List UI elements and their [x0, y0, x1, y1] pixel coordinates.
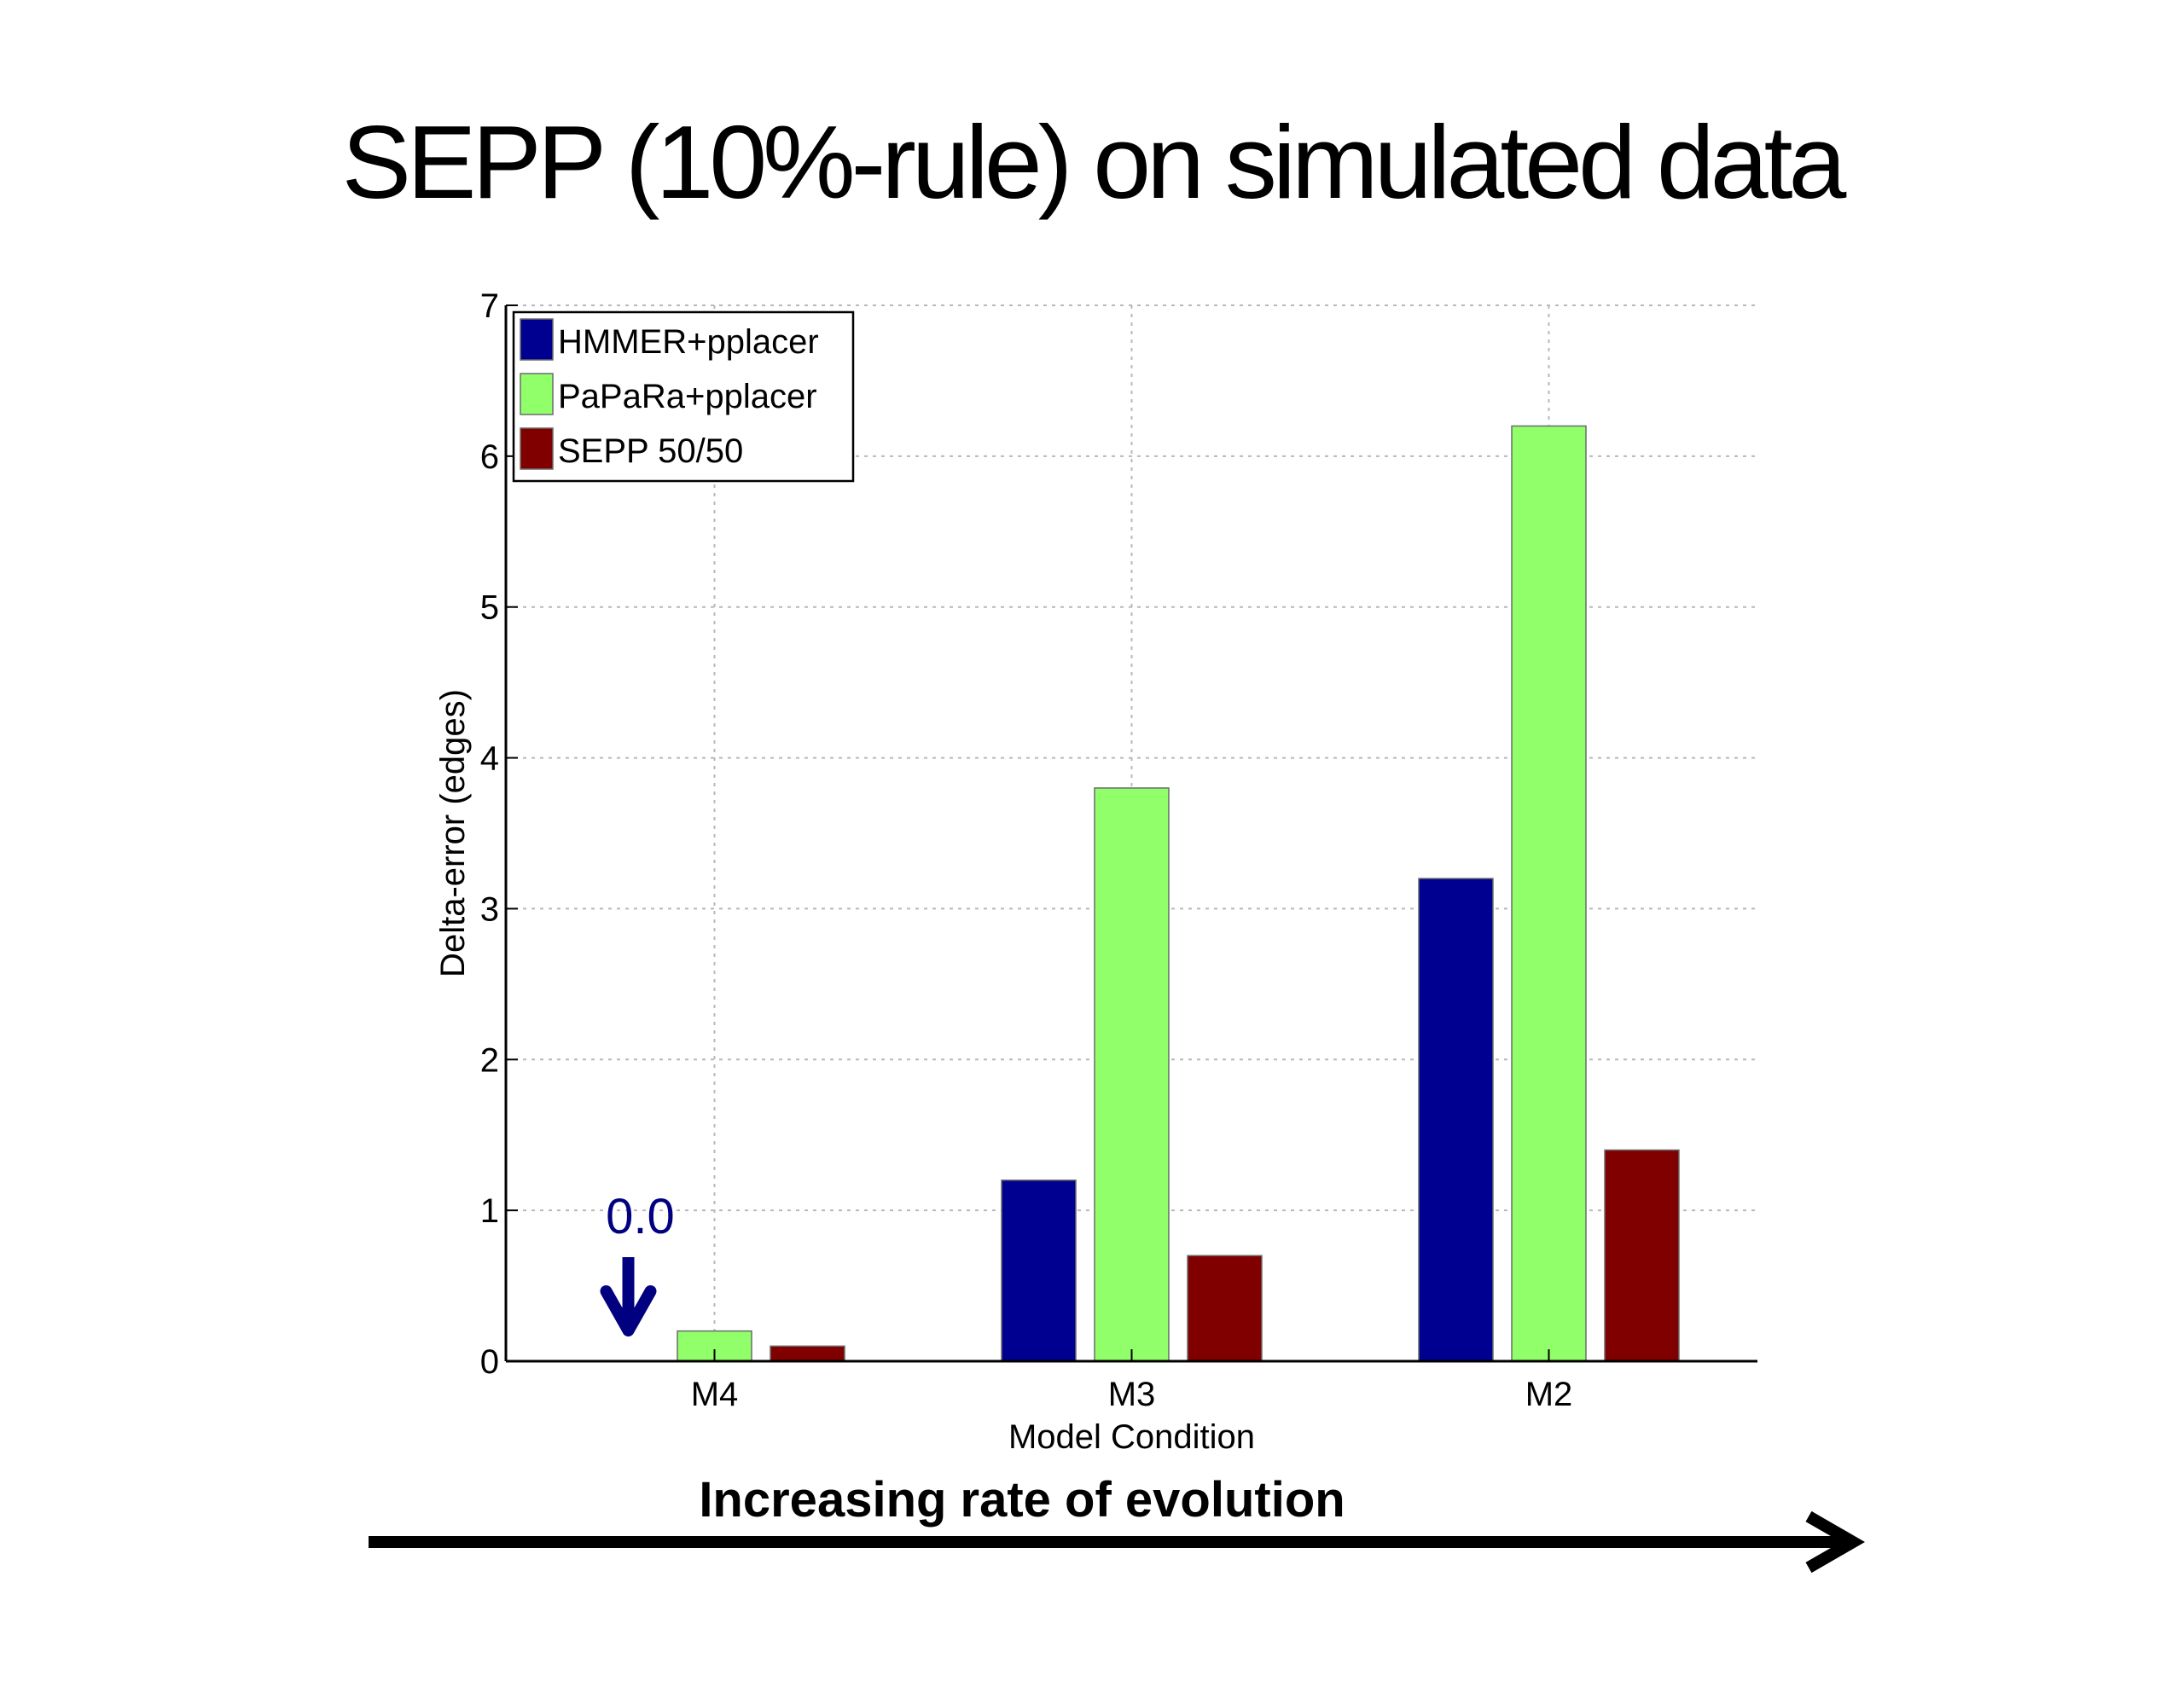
x-axis-label: Model Condition [1008, 1418, 1255, 1456]
legend-label-sepp-50-50: SEPP 50/50 [558, 432, 743, 470]
bar-sepp-50-50-m3 [1187, 1255, 1263, 1362]
annotation-layer: 0.0 [600, 1189, 675, 1336]
y-tick-label: 0 [480, 1343, 499, 1381]
legend-label-papara-pplacer: PaPaRa+pplacer [558, 378, 817, 415]
y-tick-label: 4 [480, 740, 499, 778]
x-tick-label: M3 [1108, 1376, 1156, 1413]
y-tick-label: 2 [480, 1041, 499, 1079]
x-tick-label: M4 [691, 1376, 739, 1413]
bars-layer [677, 425, 1680, 1362]
legend: HMMER+pplacer PaPaRa+pplacer SEPP 50/50 [512, 310, 855, 483]
y-tick-label: 5 [480, 589, 499, 627]
ticks-layer: 0 1 2 3 4 5 6 7 M4 M3 M2 [480, 287, 1573, 1413]
legend-box [512, 310, 855, 483]
x-tick-label: M2 [1525, 1376, 1573, 1413]
bar-sepp-50-50-m2 [1604, 1149, 1680, 1362]
legend-swatch-sepp-50-50 [520, 427, 554, 470]
legend-label-hmmer-pplacer: HMMER+pplacer [558, 323, 819, 361]
y-tick-label: 7 [480, 287, 499, 325]
y-axis-label: Delta-error (edges) [434, 689, 472, 977]
evolution-caption: Increasing rate of evolution [699, 1472, 1345, 1528]
evolution-arrow-icon [369, 1510, 1866, 1574]
legend-swatch-hmmer-pplacer [520, 318, 554, 361]
y-tick-label: 1 [480, 1192, 499, 1230]
y-tick-label: 3 [480, 890, 499, 928]
annotation-label: 0.0 [606, 1189, 675, 1244]
bar-sepp-50-50-m4 [770, 1345, 845, 1362]
bar-papara-pplacer-m3 [1094, 787, 1170, 1362]
bar-chart: 0 1 2 3 4 5 6 7 M4 M3 M2 Delta-error (edges) Model… [434, 287, 1757, 1456]
legend-swatch-papara-pplacer [520, 373, 554, 415]
y-tick-label: 6 [480, 438, 499, 476]
down-arrow-icon [600, 1257, 657, 1336]
bar-papara-pplacer-m2 [1511, 425, 1587, 1362]
bar-hmmer-pplacer-m2 [1418, 878, 1494, 1362]
slide-title: SEPP (10%-rule) on simulated data [342, 104, 1847, 220]
bar-hmmer-pplacer-m3 [1001, 1180, 1077, 1362]
